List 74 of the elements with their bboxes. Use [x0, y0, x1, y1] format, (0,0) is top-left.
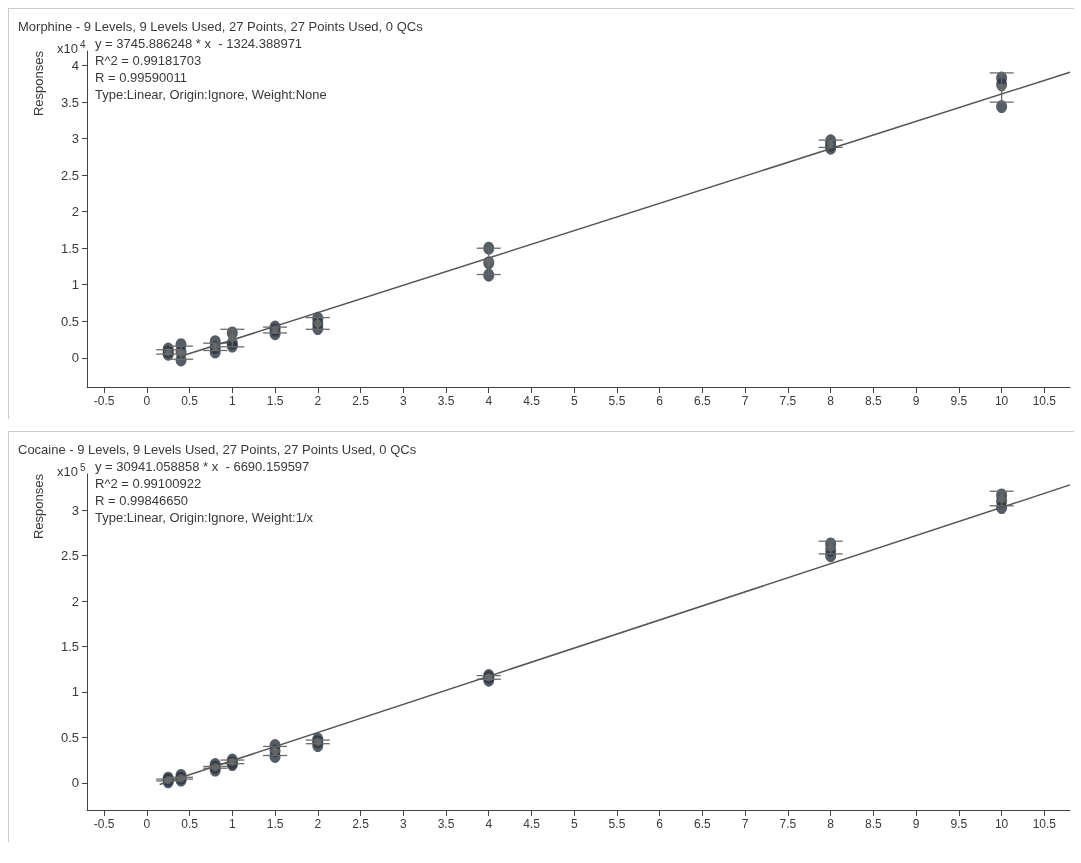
x-tick-label: -0.5 [93, 817, 115, 831]
x-tick-label: 9.5 [950, 817, 968, 831]
chart-title: Cocaine - 9 Levels, 9 Levels Used, 27 Points, 27 Points Used, 0 QCs [18, 442, 417, 457]
x-tick-label: 8.5 [865, 817, 883, 831]
x-tick-label: 1 [228, 394, 236, 408]
y-tick-label: 1.5 [60, 240, 79, 256]
y-axis-title: Responses [31, 50, 46, 117]
x-tick-label: 0 [143, 394, 151, 408]
x-tick-label: 3 [399, 394, 407, 408]
x-tick-label: 4.5 [523, 817, 541, 831]
annotation: y = 30941.058858 * x - 6690.159597 [95, 459, 310, 474]
x-tick-label: 4.5 [523, 394, 541, 408]
y-tick-label: 4 [71, 58, 79, 74]
y-tick-label: 3 [71, 502, 79, 518]
x-tick-label: 10 [994, 394, 1009, 408]
x-tick-label: 1.5 [266, 817, 284, 831]
x-tick-label: 6.5 [694, 394, 712, 408]
x-tick-label: 5.5 [608, 394, 626, 408]
y-tick-label: 1 [71, 277, 79, 293]
x-tick-label: 10.5 [1032, 394, 1057, 408]
annotation: Type:Linear, Origin:Ignore, Weight:1/x [95, 510, 314, 525]
x-tick-label: 9 [912, 817, 920, 831]
y-tick-label: 0.5 [60, 729, 79, 745]
x-tick-label: 10 [994, 817, 1009, 831]
x-tick-label: 3.5 [437, 394, 455, 408]
x-tick-label: 8 [827, 394, 835, 408]
chart-title: Morphine - 9 Levels, 9 Levels Used, 27 Points, 27 Points Used, 0 QCs [18, 19, 424, 34]
y-tick-label: 0.5 [60, 313, 79, 329]
x-tick-label: -0.5 [93, 394, 115, 408]
y-tick-label: 2 [71, 593, 79, 609]
annotation: R = 0.99846650 [95, 493, 188, 508]
x-tick-label: 3.5 [437, 817, 455, 831]
x-tick-label: 9 [912, 394, 920, 408]
annotation: y = 3745.886248 * x - 1324.388971 [95, 36, 303, 51]
y-tick-label: 2.5 [60, 548, 79, 564]
x-tick-label: 4 [485, 817, 493, 831]
annotation: R^2 = 0.99100922 [95, 476, 202, 491]
annotation: R^2 = 0.99181703 [95, 53, 202, 68]
y-tick-label: 3.5 [60, 94, 79, 110]
annotation: Type:Linear, Origin:Ignore, Weight:None [95, 87, 327, 102]
y-tick-label: 0 [71, 350, 79, 366]
x-tick-label: 7.5 [779, 394, 797, 408]
x-tick-label: 2 [314, 817, 322, 831]
x-tick-label: 7 [741, 817, 749, 831]
x-tick-label: 8.5 [865, 394, 883, 408]
y-tick-label: 2 [71, 204, 79, 220]
x-tick-label: 0.5 [181, 394, 199, 408]
x-tick-label: 4 [485, 394, 493, 408]
x-tick-label: 5.5 [608, 817, 626, 831]
x-tick-label: 7.5 [779, 817, 797, 831]
x-tick-label: 0 [143, 817, 151, 831]
x-tick-label: 8 [827, 817, 835, 831]
y-tick-label: 1.5 [60, 639, 79, 655]
x-tick-label: 2.5 [352, 817, 370, 831]
x-tick-label: 10.5 [1032, 817, 1057, 831]
x-tick-label: 2 [314, 394, 322, 408]
x-tick-label: 3 [399, 817, 407, 831]
x-tick-label: 7 [741, 394, 749, 408]
y-tick-label: 3 [71, 131, 79, 147]
x-tick-label: 6 [656, 817, 664, 831]
x-tick-label: 1.5 [266, 394, 284, 408]
y-axis-title: Responses [31, 473, 46, 540]
x-tick-label: 1 [228, 817, 236, 831]
x-tick-label: 9.5 [950, 394, 968, 408]
y-tick-label: 0 [71, 775, 79, 791]
x-tick-label: 0.5 [181, 817, 199, 831]
x-tick-label: 5 [570, 817, 578, 831]
annotation: R = 0.99590011 [95, 70, 187, 85]
y-tick-label: 1 [71, 684, 79, 700]
x-tick-label: 2.5 [352, 394, 370, 408]
x-tick-label: 5 [570, 394, 578, 408]
x-tick-label: 6 [656, 394, 664, 408]
y-tick-label: 2.5 [60, 167, 79, 183]
x-tick-label: 6.5 [694, 817, 712, 831]
